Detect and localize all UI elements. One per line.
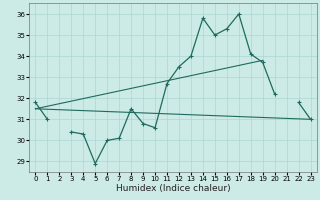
X-axis label: Humidex (Indice chaleur): Humidex (Indice chaleur) (116, 184, 230, 193)
